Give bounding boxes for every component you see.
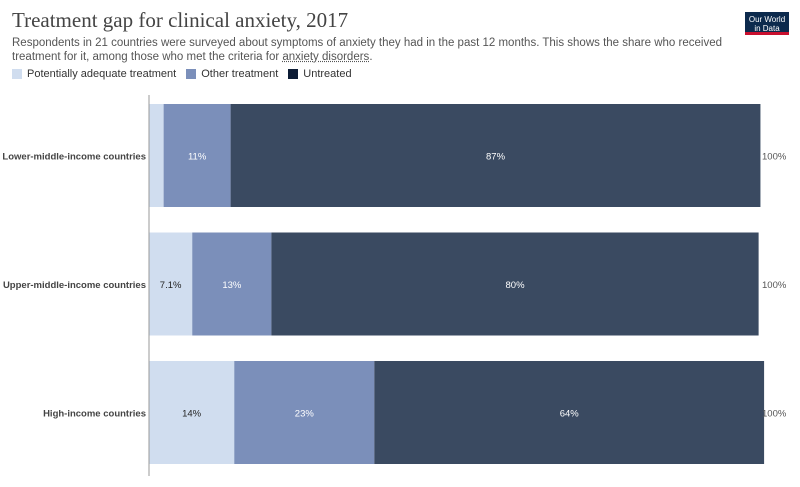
- bar-segment-untreated: [271, 232, 759, 336]
- category-label: High-income countries: [43, 409, 146, 420]
- category-label: Upper-middle-income countries: [3, 280, 146, 291]
- chart-legend: Potentially adequate treatment Other tre…: [12, 68, 352, 80]
- legend-label-other: Other treatment: [201, 68, 279, 80]
- legend-label-adequate: Potentially adequate treatment: [27, 68, 177, 80]
- bar-segment-adequate: [149, 232, 193, 336]
- data-label-untreated: 80%: [506, 280, 526, 291]
- total-label: 100%: [762, 280, 787, 291]
- chart-subtitle: Respondents in 21 countries were surveye…: [12, 36, 722, 64]
- subtitle-end: .: [369, 51, 373, 63]
- data-label-other: 13%: [222, 280, 242, 291]
- legend-item-adequate[interactable]: Potentially adequate treatment: [12, 68, 176, 80]
- bar-segment-other: [192, 232, 272, 336]
- data-label-adequate: 14%: [182, 409, 202, 420]
- category-label: Lower-middle-income countries: [2, 152, 146, 163]
- chart-title: Treatment gap for clinical anxiety, 2017: [12, 8, 349, 32]
- legend-swatch-untreated: [288, 69, 299, 79]
- legend-item-untreated[interactable]: Untreated: [288, 68, 352, 80]
- total-label: 100%: [762, 409, 787, 420]
- data-label-other: 23%: [295, 409, 315, 420]
- subtitle-text: Respondents in 21 countries were surveye…: [12, 37, 722, 63]
- logo-line-1: Our World: [748, 15, 786, 24]
- bar-segment-adequate: [149, 104, 164, 207]
- bar-segment-untreated: [230, 104, 761, 207]
- bar-segment-untreated: [374, 361, 765, 464]
- data-label-untreated: 64%: [560, 409, 580, 420]
- data-label-adequate: 7.1%: [160, 280, 182, 291]
- our-world-in-data-logo[interactable]: Our World in Data: [745, 12, 789, 35]
- logo-line-2: in Data: [754, 24, 780, 33]
- bar-segment-adequate: [149, 361, 235, 464]
- total-label: 100%: [762, 152, 787, 163]
- data-label-untreated: 87%: [486, 152, 506, 163]
- data-label-other: 11%: [188, 152, 207, 163]
- legend-item-other[interactable]: Other treatment: [186, 68, 278, 80]
- legend-swatch-other: [186, 69, 197, 79]
- bar-segment-other: [234, 361, 375, 464]
- legend-label-untreated: Untreated: [303, 68, 352, 80]
- anxiety-disorders-link[interactable]: anxiety disorders: [282, 51, 370, 63]
- bar-segment-other: [163, 104, 231, 207]
- legend-swatch-adequate: [12, 69, 22, 79]
